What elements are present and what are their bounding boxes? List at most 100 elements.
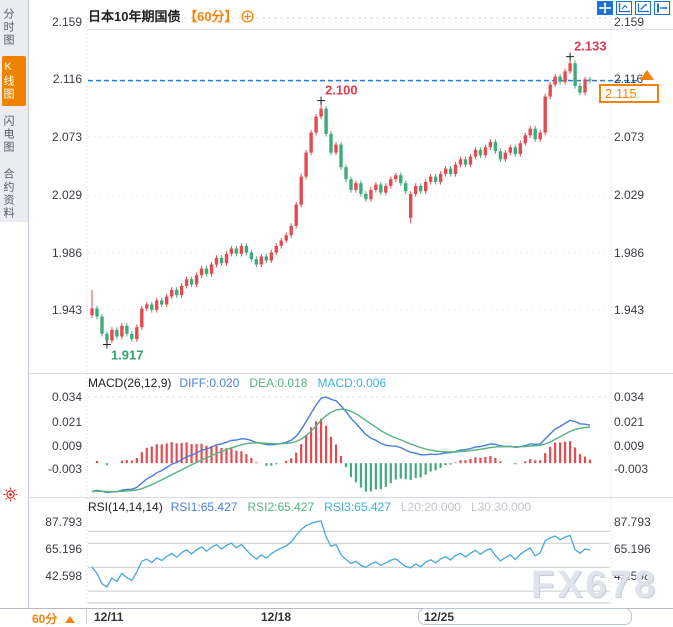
candle [473,149,478,157]
candle [90,308,94,316]
candle [369,189,373,200]
axis-tick-label: 0.009 [51,438,82,453]
candle [384,185,388,193]
date-axis: 12/11 12/18 12/25 [86,609,673,624]
indicator-readout: L30:30.000 [470,500,531,514]
candle [493,141,498,152]
candle [244,245,249,253]
candle [125,325,129,334]
axis-tick-label: 0.021 [614,415,645,430]
candle [379,184,383,193]
candle [354,183,358,190]
sidebar-tab-lightning-chart[interactable]: 闪电图 [2,115,14,154]
axis-tick-label: 0.034 [614,390,645,404]
candle [548,84,552,97]
axis-tick-label: 1.986 [51,245,82,260]
time-axis-bar: 60分 12/11 12/18 12/25 [0,608,673,627]
axis-tick-label: -0.003 [614,462,649,476]
candle [533,128,537,140]
candle [199,268,204,276]
candle [468,156,473,165]
candle [145,304,149,309]
candle [334,144,338,153]
candle [394,175,398,180]
candle [364,193,368,200]
axis-tick-label: 0.009 [614,438,645,453]
sidebar-tab-contract-info[interactable]: 合约资料 [2,168,14,220]
candle [399,175,403,184]
sidebar-tab-time-chart[interactable]: 分时图 [2,8,14,47]
candle [189,279,194,285]
sun-icon[interactable] [3,487,18,502]
timeframe-selector[interactable]: 60分 [32,610,76,627]
candle [324,108,328,134]
axis-tick-label: 87.793 [614,515,651,529]
rsi-header: RSI(14,14,14) RSI1:65.427 RSI2:65.427 RSI3:… [88,500,551,514]
header-divider [88,29,673,30]
candle [483,147,488,156]
expand-icon[interactable] [241,10,254,23]
candle [414,185,418,194]
candle [309,132,313,153]
candle [184,279,189,286]
candle [314,116,318,133]
axis-tick-label: 0.021 [51,415,82,430]
axis-tick-label: 1.986 [614,245,645,260]
chart-toolbar [597,1,670,15]
candle [503,152,507,160]
candle [344,167,348,180]
scale-x-tool-icon[interactable] [616,1,632,15]
candle [279,240,283,246]
axis-tick-label: 2.116 [52,72,82,87]
candle [538,132,542,140]
candle [194,275,199,285]
candle [269,252,273,261]
pan-right-tool-icon[interactable] [654,1,670,15]
candle [319,108,323,117]
candle [135,327,139,340]
candle [458,159,463,165]
candle [389,179,393,186]
axis-tick-label: 2.159 [51,15,82,29]
axis-tick-label: 2.116 [614,72,644,87]
macd-header: MACD(26,12,9) DIFF:0.020 DEA:0.018 MACD:0.0… [88,376,406,390]
axis-tick-label: -0.003 [47,462,82,476]
indicator-readout: RSI3:65.427 [324,500,391,514]
scrollbar-thumb[interactable] [418,608,632,625]
candle [239,245,244,254]
candle [523,135,527,144]
candle [140,308,144,328]
candle [130,333,134,340]
candle [95,308,99,317]
candle [463,159,468,165]
candle [160,300,164,305]
timeframe-label: 60分 [32,612,58,626]
indicator-readout: RSI1:65.427 [170,500,238,514]
candle [404,183,408,192]
candle [120,325,124,337]
candle [249,252,254,260]
candle [518,143,522,154]
candle [339,144,343,168]
candle [234,248,239,254]
move-tool-icon[interactable] [597,1,613,15]
caret-up-icon [65,616,76,623]
candle [165,296,169,305]
axis-tick-label: 42.598 [614,569,651,583]
rsi-line [91,520,591,588]
axis-tick-label: 65.196 [614,541,651,556]
scale-y-tool-icon[interactable] [635,1,651,15]
indicator-readout: RSI2:65.427 [247,500,315,514]
candle [100,316,104,334]
indicator-readout: DEA:0.018 [249,376,308,390]
sidebar-tab-kline-chart[interactable]: K线图 [2,56,26,106]
panel-divider [28,497,673,498]
axis-tick-label: 42.598 [45,569,82,583]
candle [304,152,308,177]
price-annotation: 2.133 [574,39,607,54]
date-tick-label: 12/25 [424,610,455,624]
panel-divider [28,373,673,374]
candle [438,173,443,182]
candle [179,285,184,296]
candle [443,168,448,174]
